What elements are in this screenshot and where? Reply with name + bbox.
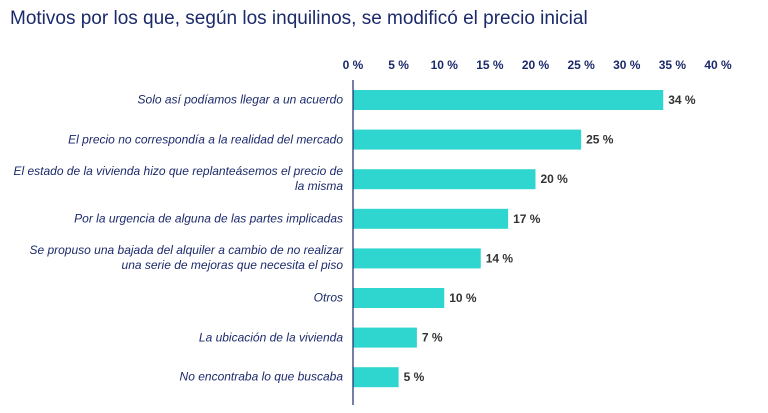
value-label-6: 7 % [422,331,443,345]
category-label-2: El estado de la vivienda hizo que replan… [13,164,343,194]
x-tick-label-4: 20 % [522,58,550,72]
value-label-3: 17 % [513,212,541,226]
x-tick-label-1: 5 % [388,58,409,72]
bar-5 [353,288,445,308]
category-label-1: El precio no correspondía a la realidad … [68,132,343,147]
value-label-1: 25 % [586,133,614,147]
bar-7 [353,367,399,388]
bar-3 [353,208,509,229]
bar-6 [353,327,417,348]
x-tick-label-2: 10 % [431,58,459,72]
category-label-7: No encontraba lo que buscaba [179,369,343,384]
value-label-5: 10 % [449,291,477,305]
bar-0 [353,90,664,110]
category-label-6: La ubicación de la vivienda [198,330,343,345]
category-label-3: Por la urgencia de alguna de las partes … [74,211,343,226]
category-label-0: Solo así podíamos llegar a un acuerdo [137,92,343,107]
x-tick-label-6: 30 % [613,58,641,72]
category-label-5: Otros [313,290,343,305]
bar-1 [353,129,582,150]
value-label-0: 34 % [668,93,696,107]
value-label-4: 14 % [486,251,514,265]
x-tick-label-8: 40 % [704,58,732,72]
x-tick-label-3: 15 % [476,58,504,72]
bar-2 [353,169,536,190]
x-tick-label-7: 35 % [659,58,687,72]
chart-title: Motivos por los que, según los inquilino… [10,8,588,29]
category-label-4: Se propuso una bajada del alquiler a cam… [29,243,343,273]
bar-4 [353,248,481,269]
value-label-2: 20 % [541,172,569,186]
x-tick-label-5: 25 % [567,58,595,72]
value-label-7: 5 % [404,370,425,384]
x-tick-label-0: 0 % [343,58,364,72]
